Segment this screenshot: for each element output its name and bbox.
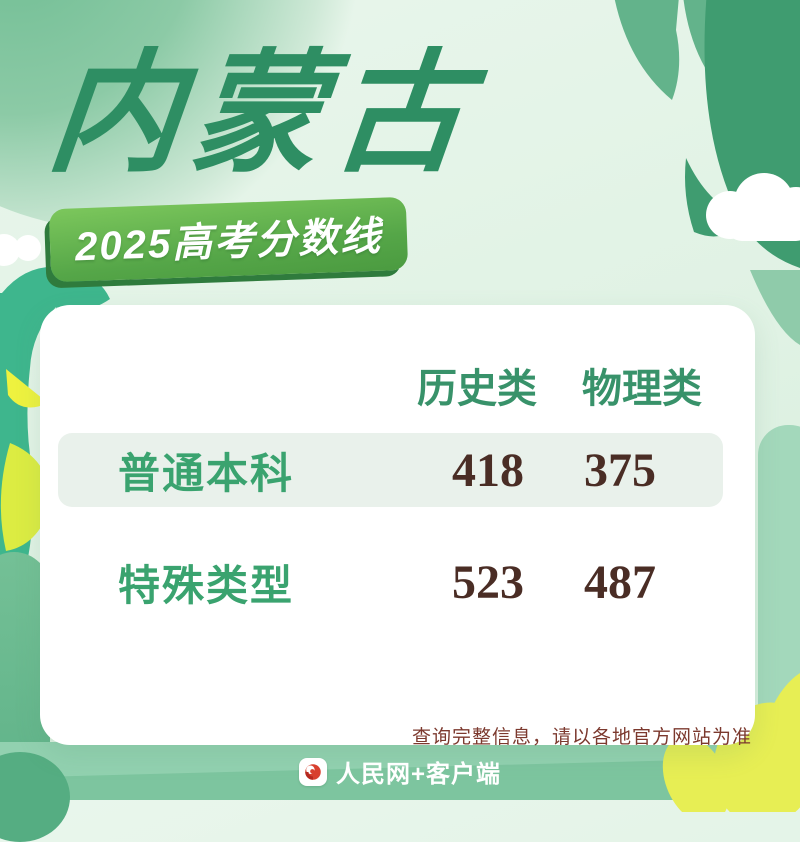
row-label-special-type: 特殊类型 (118, 561, 295, 609)
footer-brand-label: 人民网+客户端 (335, 761, 501, 788)
table-header-row: 历史类 物理类 (40, 345, 755, 425)
year-badge: 2025高考分数线 (48, 196, 409, 283)
page-title: 内蒙古 (42, 40, 484, 187)
footer-brand: 人民网+客户端 (0, 754, 800, 789)
table-row: 特殊类型 523 487 (58, 545, 723, 619)
score-regular-physics: 375 (584, 443, 656, 497)
column-header-history: 历史类 (417, 366, 537, 411)
score-special-physics: 487 (584, 555, 656, 609)
score-special-history: 523 (452, 555, 524, 609)
people-daily-logo-icon (298, 757, 327, 786)
table-row: 普通本科 418 375 (58, 433, 723, 507)
row-label-regular-undergraduate: 普通本科 (118, 449, 295, 497)
cloud-small-icon (0, 234, 41, 266)
score-card: 历史类 物理类 普通本科 418 375 特殊类型 523 487 (40, 305, 755, 745)
column-header-physics: 物理类 (582, 366, 702, 411)
cloud-icon (706, 173, 800, 241)
disclaimer-text: 查询完整信息，请以各地官方网站为准 (411, 727, 752, 748)
year-badge-label: 2025高考分数线 (74, 214, 383, 270)
score-regular-history: 418 (452, 443, 524, 497)
